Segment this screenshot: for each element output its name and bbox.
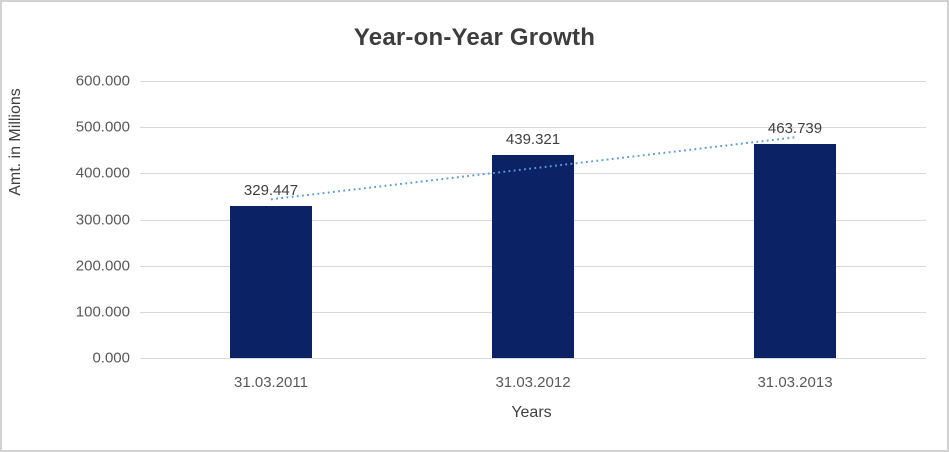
x-tick-label: 31.03.2012 xyxy=(495,374,571,391)
x-tick-label: 31.03.2013 xyxy=(757,374,833,391)
y-tick-label: 400.000 xyxy=(75,164,130,182)
y-tick-label: 500.000 xyxy=(75,118,130,136)
gridline xyxy=(140,127,926,129)
plot-area: 0.000 100.000 200.000 300.000 400.000 500.000… xyxy=(76,73,926,391)
x-axis-title: Years xyxy=(2,404,947,422)
bar-data-label: 463.739 xyxy=(767,119,823,137)
y-tick-label: 600.000 xyxy=(75,72,130,90)
x-tick-label: 31.03.2011 xyxy=(234,374,308,391)
y-tick-label: 200.000 xyxy=(75,257,130,275)
bar-data-label: 329.447 xyxy=(243,181,299,199)
chart-title: Year-on-Year Growth xyxy=(353,24,596,51)
gridline xyxy=(140,358,926,359)
y-tick-label: 100.000 xyxy=(75,303,130,321)
bar xyxy=(754,143,836,358)
y-axis-title: Amt. in Millions xyxy=(7,88,24,196)
y-tick-label: 0.000 xyxy=(92,349,130,367)
bar xyxy=(492,155,574,358)
trendline xyxy=(270,136,796,201)
bar xyxy=(230,205,312,358)
x-axis-title-text: Years xyxy=(511,404,552,421)
y-tick-label: 300.000 xyxy=(75,211,130,228)
gridline xyxy=(140,81,926,82)
bar-data-label: 439.321 xyxy=(505,131,561,149)
